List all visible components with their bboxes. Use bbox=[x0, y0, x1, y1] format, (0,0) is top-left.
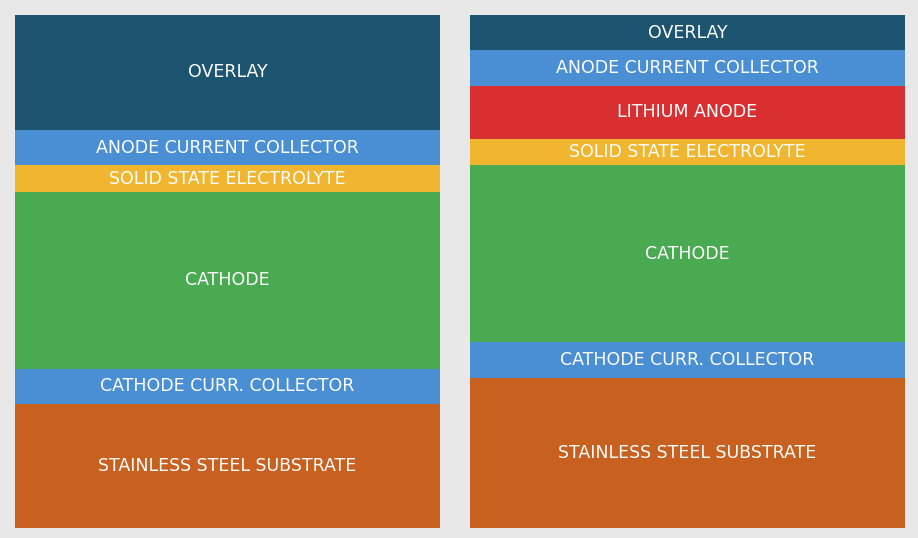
Bar bbox=[470, 15, 905, 51]
Bar bbox=[470, 139, 905, 165]
Text: SOLID STATE ELECTROLYTE: SOLID STATE ELECTROLYTE bbox=[569, 143, 806, 161]
Text: SOLID STATE ELECTROLYTE: SOLID STATE ELECTROLYTE bbox=[109, 169, 346, 188]
Text: ANODE CURRENT COLLECTOR: ANODE CURRENT COLLECTOR bbox=[96, 139, 359, 157]
Text: CATHODE CURR. COLLECTOR: CATHODE CURR. COLLECTOR bbox=[560, 351, 814, 369]
Bar bbox=[15, 15, 440, 130]
Text: CATHODE CURR. COLLECTOR: CATHODE CURR. COLLECTOR bbox=[100, 378, 354, 395]
Text: CATHODE: CATHODE bbox=[185, 271, 270, 289]
Text: CATHODE: CATHODE bbox=[645, 245, 730, 263]
Bar bbox=[470, 165, 905, 342]
Text: OVERLAY: OVERLAY bbox=[648, 24, 727, 41]
Bar bbox=[470, 378, 905, 528]
Bar bbox=[470, 342, 905, 378]
Bar bbox=[470, 86, 905, 139]
Bar bbox=[15, 404, 440, 528]
Bar bbox=[15, 130, 440, 165]
Bar bbox=[15, 369, 440, 404]
Bar bbox=[470, 51, 905, 86]
Bar bbox=[15, 165, 440, 192]
Text: ANODE CURRENT COLLECTOR: ANODE CURRENT COLLECTOR bbox=[556, 59, 819, 77]
Text: STAINLESS STEEL SUBSTRATE: STAINLESS STEEL SUBSTRATE bbox=[98, 457, 356, 475]
Text: LITHIUM ANODE: LITHIUM ANODE bbox=[618, 103, 757, 121]
Text: OVERLAY: OVERLAY bbox=[187, 63, 267, 81]
Bar bbox=[15, 192, 440, 369]
Text: STAINLESS STEEL SUBSTRATE: STAINLESS STEEL SUBSTRATE bbox=[558, 444, 817, 462]
